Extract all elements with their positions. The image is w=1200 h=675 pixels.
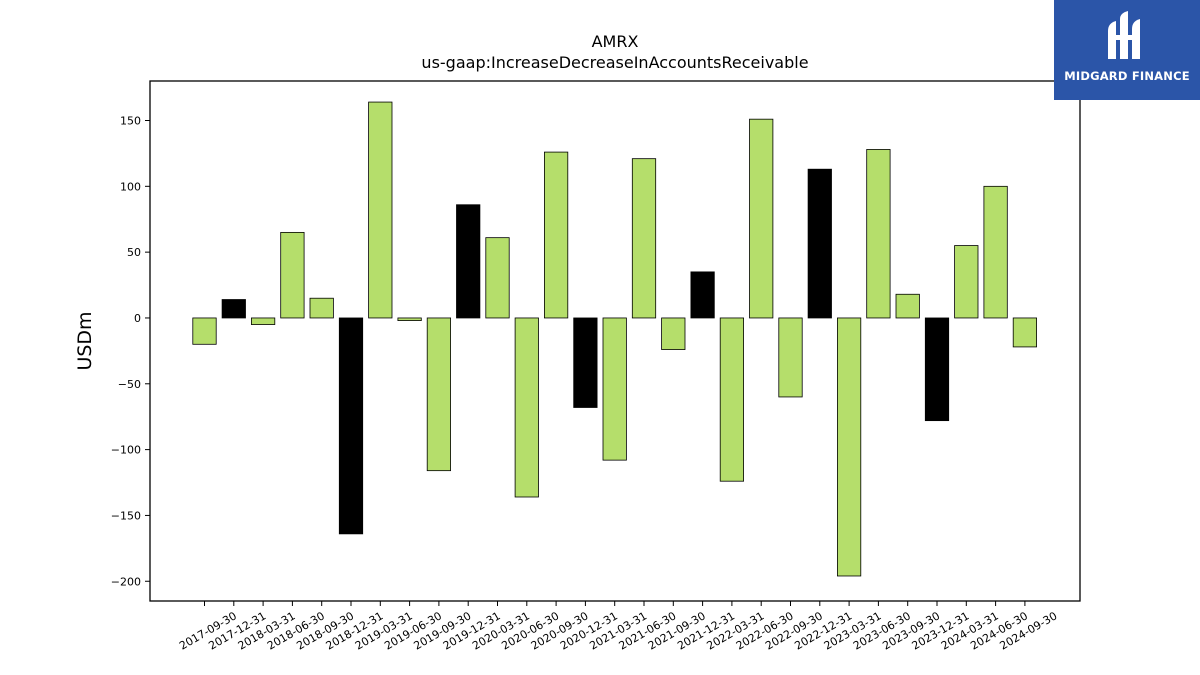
chart-subtitle: us-gaap:IncreaseDecreaseInAccountsReceiv… <box>421 53 808 72</box>
bar-2018-12-31 <box>338 317 364 535</box>
bar-2024-03-31 <box>954 245 979 319</box>
y-tick-label: −150 <box>111 509 141 522</box>
y-tick-label: 0 <box>134 312 141 325</box>
bar-2023-12-31 <box>924 317 950 422</box>
bar-2024-06-30 <box>983 185 1008 319</box>
bar-2020-03-31 <box>485 237 510 319</box>
bars-layer <box>192 101 1038 577</box>
bar-2020-09-30 <box>544 151 569 319</box>
y-tick-label: −100 <box>111 444 141 457</box>
bar-2019-12-31 <box>456 204 481 319</box>
midgard-logo-icon <box>1108 11 1140 59</box>
bar-2022-03-31 <box>719 317 745 482</box>
brand-logo: MIDGARD FINANCE <box>1054 0 1200 100</box>
bar-2018-03-31 <box>250 317 276 325</box>
bar-2023-03-31 <box>837 317 862 577</box>
bar-2021-09-30 <box>661 317 686 350</box>
bar-2021-03-31 <box>602 317 627 461</box>
brand-name: MIDGARD FINANCE <box>1064 69 1190 83</box>
bar-2024-09-30 <box>1012 317 1038 348</box>
plot-frame <box>149 80 1081 602</box>
bar-2023-09-30 <box>895 293 920 319</box>
bar-2019-06-30 <box>397 317 422 321</box>
bar-2017-12-31 <box>221 299 246 319</box>
y-tick-label: −200 <box>111 575 141 588</box>
bar-2018-09-30 <box>309 297 334 319</box>
y-tick-label: 100 <box>120 180 141 193</box>
chart-title: AMRX <box>592 32 639 51</box>
bar-2018-06-30 <box>280 231 305 319</box>
bar-2021-12-31 <box>690 271 715 319</box>
y-axis-label: USDm <box>74 311 96 370</box>
bar-2021-06-30 <box>631 158 657 319</box>
y-tick-label: 150 <box>120 114 141 127</box>
bar-2019-09-30 <box>426 317 452 472</box>
bar-2023-06-30 <box>866 149 891 319</box>
y-tick-label: −50 <box>118 378 141 391</box>
bar-2017-09-30 <box>192 317 217 345</box>
bar-2022-06-30 <box>749 118 774 319</box>
bar-2019-03-31 <box>368 101 393 319</box>
bar-2022-09-30 <box>778 317 803 398</box>
bar-2020-12-31 <box>573 317 598 408</box>
bar-2020-06-30 <box>514 317 539 498</box>
y-tick-label: 50 <box>127 246 141 259</box>
bar-2022-12-31 <box>807 168 832 319</box>
